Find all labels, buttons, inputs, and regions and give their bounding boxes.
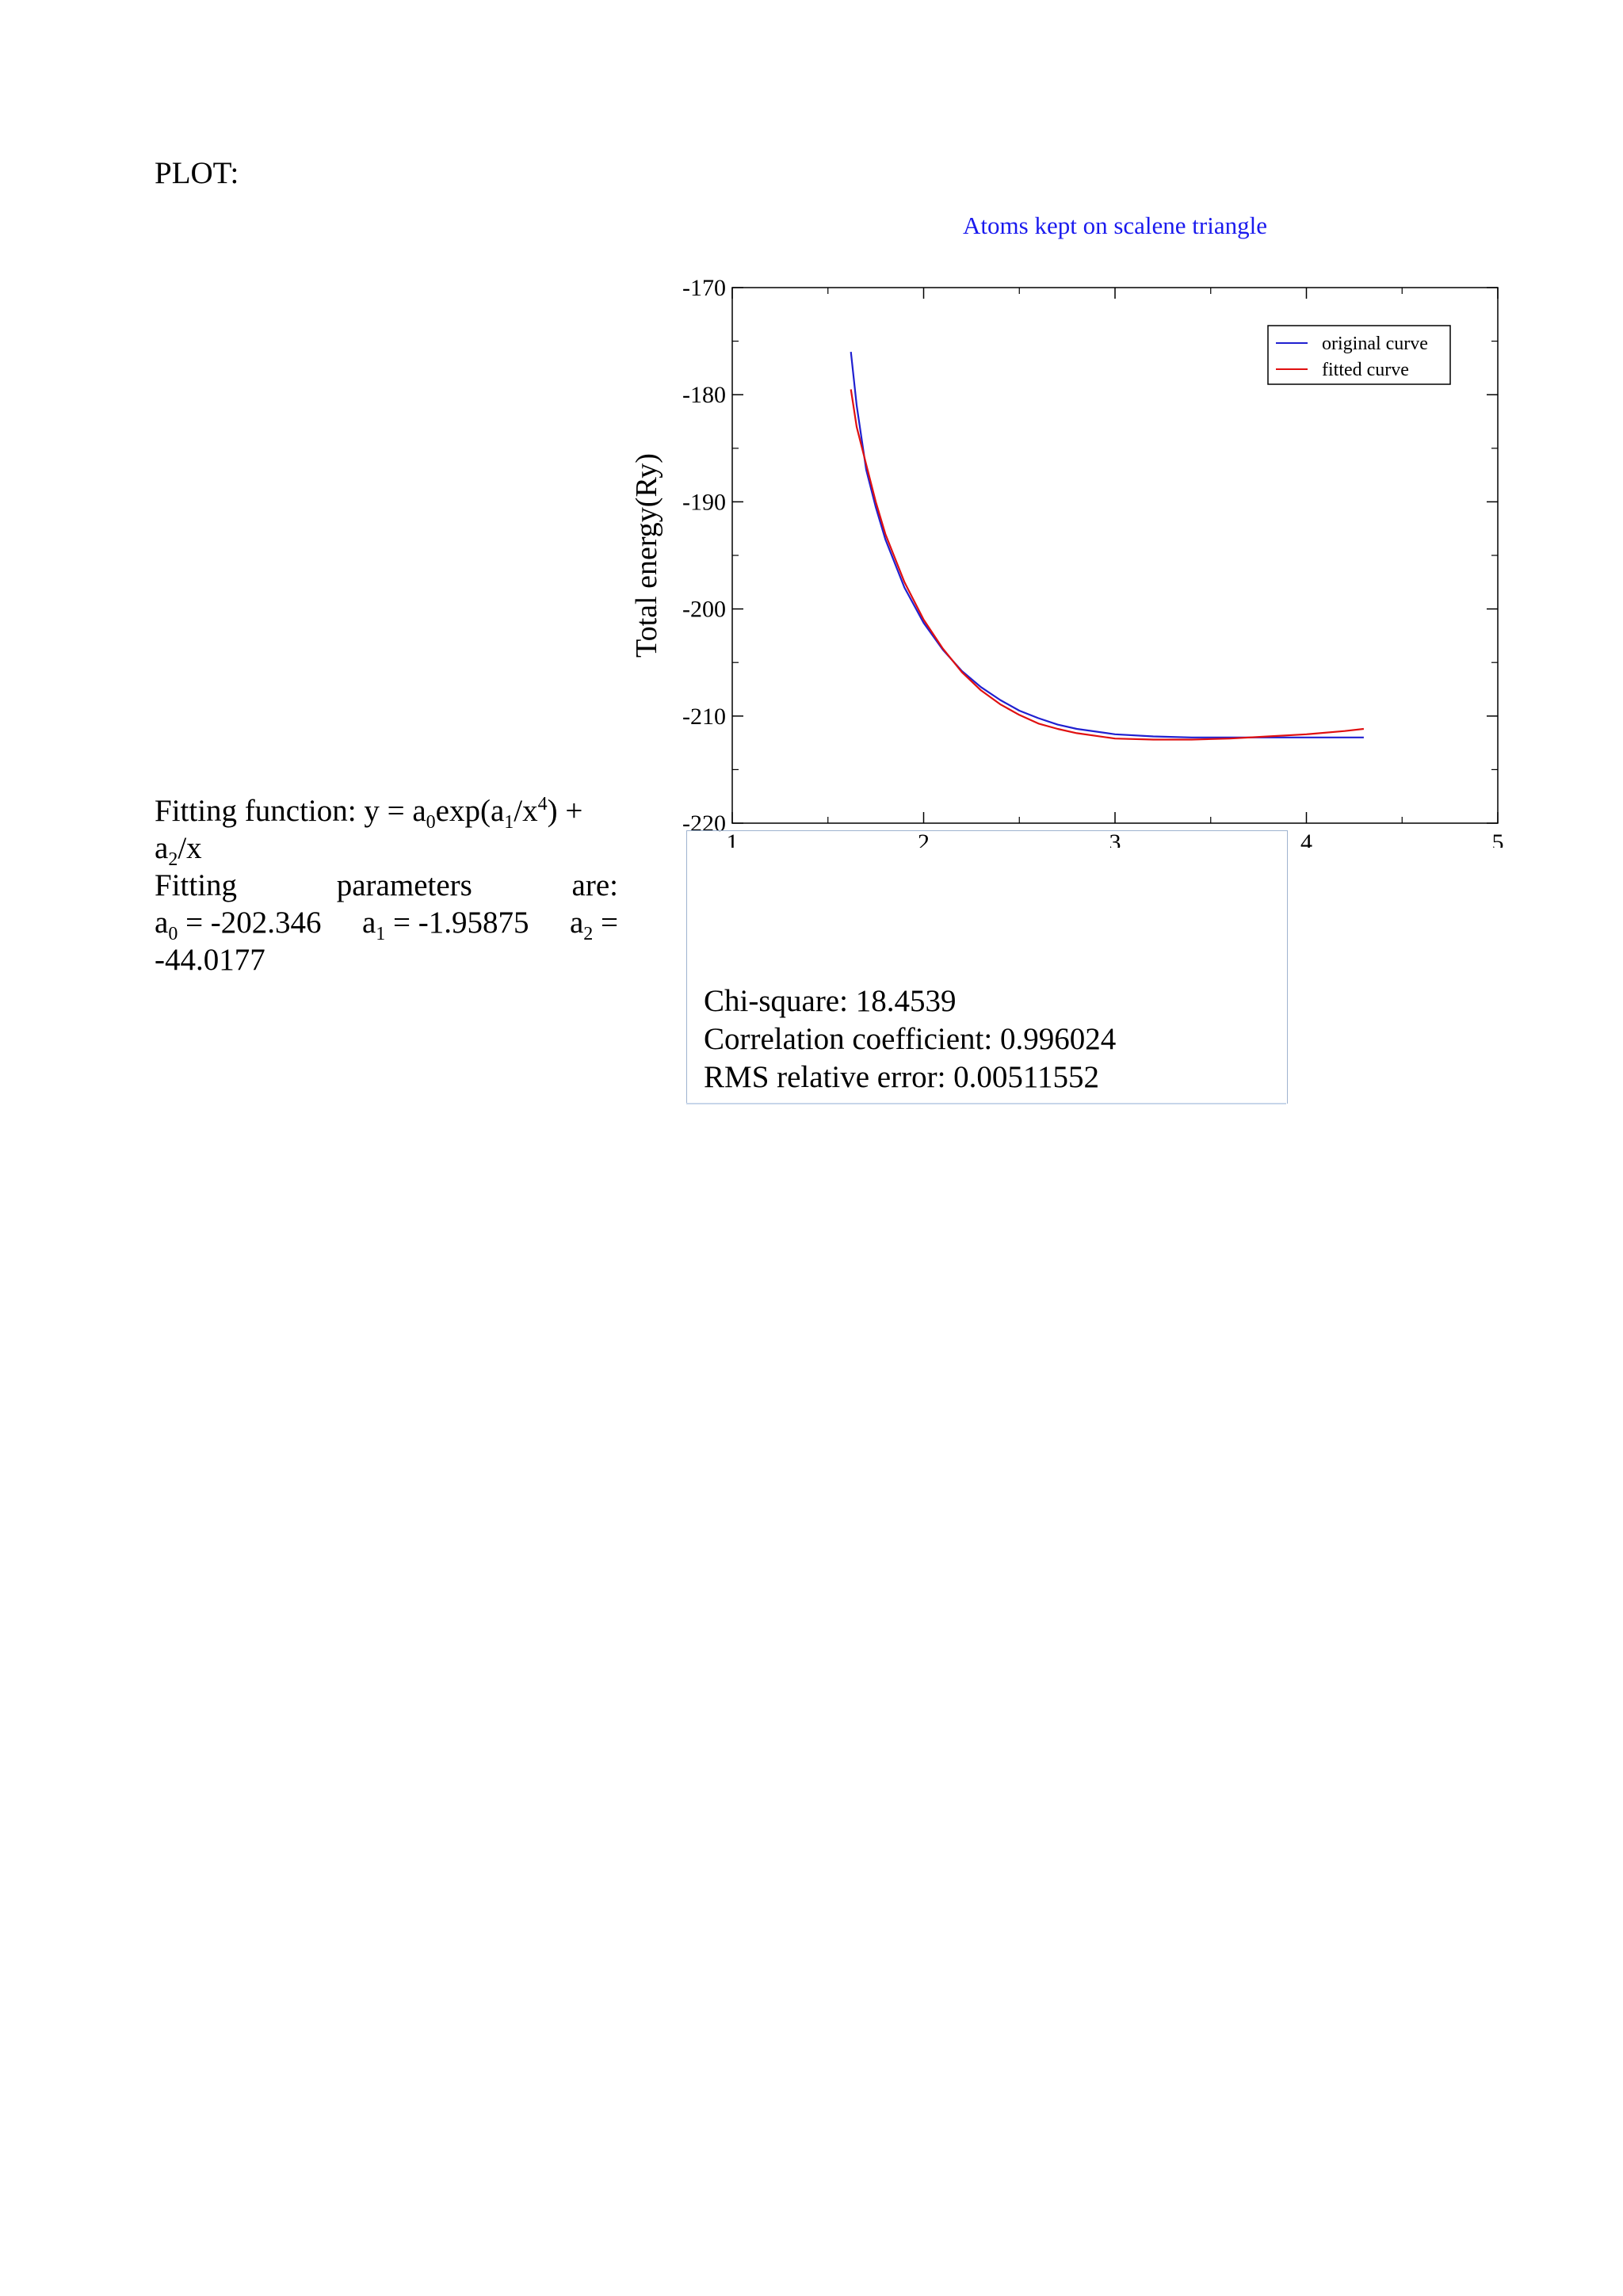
fit-function-text: a — [155, 831, 169, 865]
x-tick-label: 2 — [918, 830, 930, 848]
chi-square: Chi-square: 18.4539 — [704, 984, 957, 1018]
correlation-coefficient: Correlation coefficient: 0.996024 — [704, 1022, 1117, 1056]
stats-box — [686, 830, 1288, 1104]
y-tick-label: -220 — [682, 810, 726, 837]
x-tick-label: 3 — [1109, 830, 1121, 848]
fit-params-word: Fitting — [155, 868, 238, 902]
axis-ticks — [731, 287, 1499, 824]
chart-title: Atoms kept on scalene triangle — [963, 212, 1267, 239]
fit-function-text: exp(a — [435, 794, 505, 828]
fit-function-text: /x — [514, 794, 538, 828]
legend-label: original curve — [1322, 334, 1428, 354]
stats-box-bottom — [686, 1103, 1286, 1104]
legend-box — [1267, 325, 1451, 385]
x-tick-label: 1 — [727, 830, 739, 848]
fit-sub: 0 — [426, 811, 436, 833]
fit-function-line2: a2/x — [155, 830, 618, 870]
fit-params-values: a0 = -202.346 a1 = -1.95875 a2 = — [155, 904, 618, 944]
fit-params-word: are: — [571, 868, 618, 902]
rms-relative-error: RMS relative error: 0.00511552 — [704, 1060, 1099, 1094]
x-tick-label: 5 — [1492, 830, 1504, 848]
page-heading: PLOT: — [155, 156, 239, 190]
fit-statistics: Chi-square: 18.4539 Correlation coeffici… — [704, 982, 1116, 1097]
y-axis-label: Total energy(Ry) — [630, 453, 663, 658]
param-a2: a2 = — [569, 906, 618, 944]
chart: Atoms kept on scalene triangle 1 2 3 4 5 -170… — [602, 198, 1522, 848]
fit-function-line: Fitting function: y = a0exp(a1/x4) + — [155, 792, 618, 833]
fit-params-word: parameters — [336, 868, 472, 902]
axis-tick-labels: 1 2 3 4 5 -170 -180 -190 -200 -210 -220 — [682, 275, 1504, 848]
series-line-fitted-curve — [850, 389, 1365, 741]
x-tick-label: 4 — [1300, 830, 1312, 848]
param-a0: a0 = -202.346 — [155, 906, 322, 944]
y-tick-label: -170 — [682, 275, 726, 301]
series-layer — [850, 351, 1365, 741]
y-tick-label: -200 — [682, 597, 726, 623]
fit-function-text: Fitting function: y = a — [155, 794, 426, 828]
param-a2-value: -44.0177 — [155, 943, 265, 977]
legend: original curve fitted curve — [1267, 325, 1451, 385]
legend-label: fitted curve — [1322, 360, 1409, 380]
param-a1: a1 = -1.95875 — [361, 906, 529, 944]
fit-description: Fitting function: y = a0exp(a1/x4) + a2/… — [155, 792, 618, 978]
fit-function-text: /x — [178, 831, 202, 865]
fit-params-heading: Fitting parameters are: — [155, 867, 618, 904]
y-tick-label: -180 — [682, 382, 726, 408]
fit-sub: 2 — [168, 849, 178, 870]
fit-sub: 1 — [504, 811, 514, 833]
fit-function-text: ) + — [547, 794, 583, 828]
fit-sup: 4 — [537, 794, 548, 814]
chart-svg: Atoms kept on scalene triangle 1 2 3 4 5 -170… — [630, 212, 1504, 848]
y-tick-label: -190 — [682, 489, 726, 515]
y-tick-label: -210 — [682, 704, 726, 730]
